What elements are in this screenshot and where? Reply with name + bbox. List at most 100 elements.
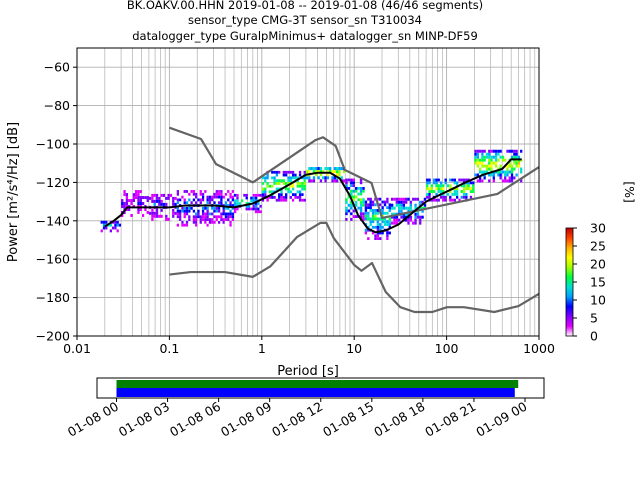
histogram-cell <box>388 217 391 221</box>
histogram-cell <box>298 182 302 185</box>
histogram-cell <box>224 212 228 216</box>
histogram-cell <box>499 149 502 153</box>
histogram-cell <box>151 196 154 200</box>
histogram-cell <box>121 190 124 194</box>
histogram-cell <box>322 176 325 180</box>
histogram-cell <box>204 220 207 224</box>
histogram-cell <box>383 220 387 224</box>
histogram-cell <box>390 203 394 207</box>
histogram-cell <box>326 167 330 171</box>
histogram-cell <box>383 211 387 215</box>
histogram-cell <box>285 187 288 191</box>
histogram-cell <box>490 161 493 165</box>
histogram-cell <box>497 158 500 162</box>
histogram-cell <box>442 195 445 199</box>
histogram-cell <box>362 201 365 204</box>
histogram-cell <box>435 198 438 202</box>
histogram-cell <box>397 197 401 201</box>
histogram-cell <box>508 176 511 180</box>
histogram-cell <box>231 212 234 216</box>
histogram-cell <box>442 187 445 191</box>
histogram-cell <box>437 178 440 182</box>
histogram-cell <box>331 170 334 174</box>
histogram-cell <box>165 202 168 206</box>
histogram-cell <box>285 170 288 174</box>
histogram-cell <box>266 176 269 180</box>
histogram-cell <box>185 190 189 193</box>
histogram-cell <box>362 215 365 218</box>
histogram-cell <box>407 197 410 201</box>
histogram-cell <box>254 207 258 211</box>
histogram-cell <box>474 155 477 159</box>
histogram-cell <box>437 190 440 193</box>
histogram-cell <box>201 206 205 210</box>
histogram-cell <box>204 206 207 210</box>
histogram-cell <box>158 217 161 221</box>
histogram-cell <box>141 213 145 217</box>
histogram-cell <box>291 170 295 174</box>
histogram-cell <box>155 193 159 197</box>
histogram-cell <box>433 198 436 202</box>
histogram-cell <box>206 218 209 221</box>
histogram-cell <box>139 213 142 217</box>
histogram-cell <box>381 209 384 212</box>
histogram-cell <box>515 149 518 153</box>
histogram-cell <box>197 209 200 213</box>
histogram-cell <box>264 193 267 197</box>
histogram-cell <box>243 193 246 197</box>
histogram-cell <box>105 220 108 224</box>
histogram-cell <box>303 184 306 188</box>
histogram-cell <box>456 190 459 193</box>
histogram-cell <box>347 209 351 213</box>
histogram-cell <box>520 149 523 153</box>
histogram-cell <box>268 184 272 188</box>
histogram-cell <box>211 220 214 224</box>
histogram-cell <box>278 179 281 183</box>
histogram-cell <box>275 173 279 177</box>
x-ticks: 0.01 0.1 1 10 100 1000 <box>63 336 555 356</box>
histogram-cell <box>510 149 514 153</box>
histogram-cell <box>128 208 131 211</box>
histogram-cell <box>118 223 122 227</box>
histogram-cell <box>340 176 343 180</box>
histogram-cell <box>153 193 156 197</box>
histogram-cell <box>204 190 207 193</box>
histogram-cell <box>195 223 198 227</box>
histogram-cell <box>386 223 389 226</box>
histogram-cell <box>308 176 311 180</box>
histogram-cell <box>350 212 353 216</box>
histogram-cell <box>278 170 281 174</box>
histogram-cell <box>158 214 161 218</box>
histogram-cell <box>369 203 372 207</box>
histogram-cell <box>485 164 489 168</box>
histogram-cell <box>183 223 186 227</box>
histogram-cell <box>176 190 180 193</box>
histogram-cell <box>488 158 491 162</box>
histogram-cell <box>409 218 413 222</box>
histogram-cell <box>227 218 230 221</box>
histogram-cell <box>374 225 377 229</box>
histogram-cell <box>137 190 140 194</box>
histogram-cell <box>144 193 147 197</box>
series-line-mean-psd <box>104 158 522 234</box>
histogram-cell <box>352 195 355 199</box>
histogram-cell <box>264 190 267 194</box>
histogram-cell <box>139 199 142 203</box>
histogram-cell <box>252 193 255 197</box>
histogram-cell <box>245 210 248 214</box>
histogram-cell <box>456 181 459 185</box>
histogram-cell <box>217 206 221 210</box>
histogram-cell <box>390 197 394 201</box>
histogram-cell <box>371 214 375 218</box>
histogram-cell <box>264 187 267 191</box>
histogram-cell <box>315 167 318 171</box>
histogram-cell <box>123 202 126 206</box>
histogram-cell <box>393 197 396 201</box>
histogram-cell <box>376 234 380 238</box>
histogram-cell <box>515 152 518 156</box>
histogram-cell <box>499 176 502 180</box>
histogram-cell <box>229 209 232 213</box>
histogram-cell <box>264 179 267 183</box>
histogram-cell <box>289 179 292 183</box>
histogram-cell <box>215 218 218 221</box>
